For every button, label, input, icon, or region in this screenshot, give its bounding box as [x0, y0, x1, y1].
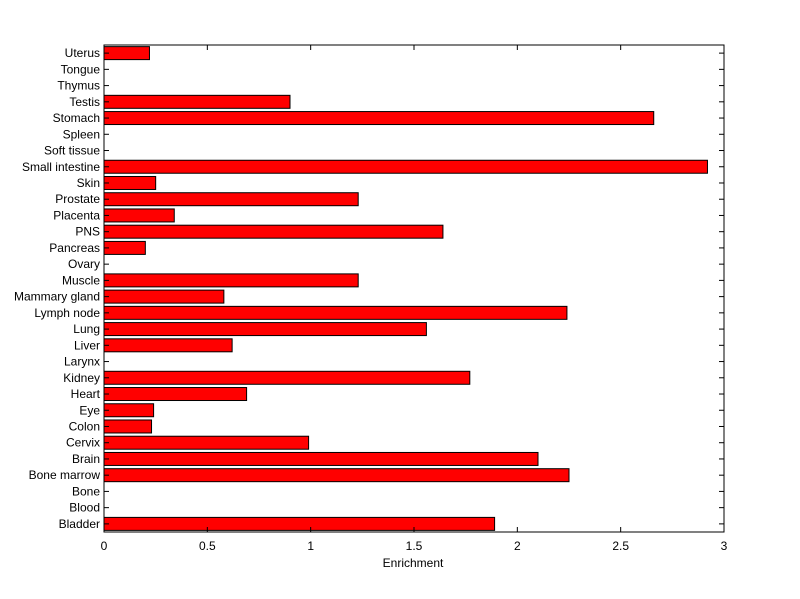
category-label-heart: Heart	[71, 387, 101, 401]
category-label-uterus: Uterus	[65, 46, 100, 60]
category-label-liver: Liver	[74, 338, 100, 352]
category-label-brain: Brain	[72, 452, 100, 466]
bar-eye	[103, 403, 155, 418]
category-label-prostate: Prostate	[55, 192, 100, 206]
bar-small-intestine	[103, 159, 708, 174]
plot-background	[104, 45, 724, 532]
x-tick-label-6: 3	[721, 539, 728, 553]
category-label-tongue: Tongue	[61, 62, 101, 76]
bar-placenta	[103, 208, 175, 223]
category-label-thymus: Thymus	[57, 79, 100, 93]
bar-liver	[103, 338, 233, 353]
bar-skin	[103, 175, 157, 190]
bar-colon	[103, 419, 153, 434]
bar-uterus	[103, 46, 150, 61]
category-label-mammary-gland: Mammary gland	[14, 290, 100, 304]
category-label-ovary: Ovary	[68, 257, 100, 271]
category-label-placenta: Placenta	[53, 208, 100, 222]
category-label-lymph-node: Lymph node	[34, 306, 100, 320]
x-tick-label-2: 1	[307, 539, 314, 553]
bar-testis	[103, 94, 291, 109]
x-tick-label-0: 0	[101, 539, 108, 553]
bar-stomach	[103, 111, 655, 126]
x-tick-label-5: 2.5	[612, 539, 629, 553]
category-label-blood: Blood	[69, 501, 100, 515]
category-label-cervix: Cervix	[66, 436, 100, 450]
bar-pancreas	[103, 240, 146, 255]
bar-bladder	[103, 516, 496, 531]
category-label-pancreas: Pancreas	[49, 241, 100, 255]
category-labels-group: Bladder Blood Bone Bone marrow Brain Cervix Co…	[14, 46, 101, 531]
bar-lymph-node	[103, 305, 568, 320]
bar-mammary-gland	[103, 289, 225, 304]
bar-brain	[103, 451, 539, 466]
x-axis-label: Enrichment	[383, 556, 444, 570]
x-tick-labels-group: 0 0.5 1 1.5 2 2.5 3	[101, 539, 728, 553]
category-label-spleen: Spleen	[63, 127, 100, 141]
bar-lung	[103, 322, 427, 337]
category-label-muscle: Muscle	[62, 273, 100, 287]
x-tick-label-4: 2	[514, 539, 521, 553]
bar-bone-marrow	[103, 468, 570, 483]
category-label-bone: Bone	[72, 484, 100, 498]
x-tick-label-1: 0.5	[199, 539, 216, 553]
category-label-stomach: Stomach	[53, 111, 100, 125]
bar-prostate	[103, 192, 359, 207]
category-label-small-intestine: Small intestine	[22, 160, 100, 174]
plot-frame	[103, 44, 725, 533]
bar-muscle	[103, 273, 359, 288]
bar-pns	[103, 224, 444, 239]
category-label-larynx: Larynx	[64, 355, 100, 369]
category-label-skin: Skin	[77, 176, 100, 190]
category-label-lung: Lung	[73, 322, 100, 336]
bar-cervix	[103, 435, 310, 450]
category-label-colon: Colon	[69, 419, 100, 433]
category-label-soft-tissue: Soft tissue	[44, 144, 100, 158]
bar-kidney	[103, 370, 471, 385]
bar-heart	[103, 387, 248, 402]
category-label-kidney: Kidney	[63, 371, 100, 385]
x-tick-label-3: 1.5	[406, 539, 423, 553]
category-label-bladder: Bladder	[59, 517, 100, 531]
category-label-pns: PNS	[75, 225, 100, 239]
category-label-bone-marrow: Bone marrow	[29, 468, 101, 482]
category-label-testis: Testis	[69, 95, 100, 109]
category-label-eye: Eye	[79, 403, 100, 417]
